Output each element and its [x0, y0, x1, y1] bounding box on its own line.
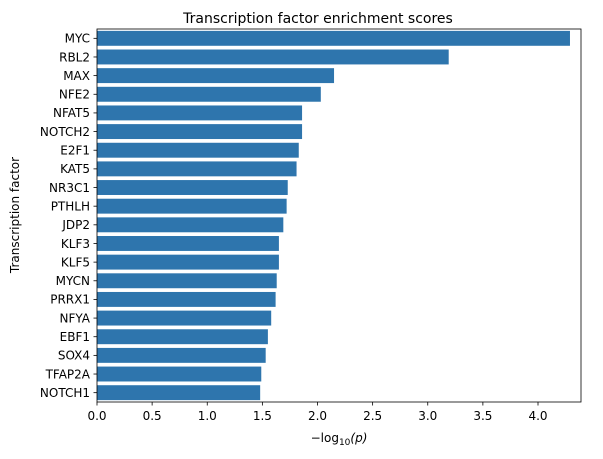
- bar-notch1: [97, 385, 261, 401]
- y-tick-label-klf3: KLF3: [61, 237, 90, 251]
- y-tick-label-nr3c1: NR3C1: [49, 181, 90, 195]
- bar-nfya: [97, 310, 272, 326]
- y-axis-label: Transcription factor: [8, 157, 22, 274]
- bar-prrx1: [97, 291, 276, 307]
- x-tick-label: 0.5: [143, 409, 162, 423]
- bar-max: [97, 68, 335, 84]
- y-tick-label-e2f1: E2F1: [60, 144, 90, 158]
- chart-title: Transcription factor enrichment scores: [182, 11, 453, 27]
- x-tick-label: 0.0: [87, 409, 106, 423]
- bars-group: [97, 30, 570, 401]
- y-tick-label-pthlh: PTHLH: [51, 199, 90, 213]
- x-axis-label-tail: (p): [350, 431, 367, 445]
- y-tick-label-rbl2: RBL2: [59, 50, 90, 64]
- x-axis-label-sub: 10: [339, 438, 351, 448]
- bar-pthlh: [97, 198, 287, 214]
- y-tick-label-nfya: NFYA: [60, 311, 91, 325]
- x-tick-label: 2.5: [363, 409, 382, 423]
- bar-nr3c1: [97, 180, 288, 195]
- x-axis-label-main: −log: [311, 431, 339, 445]
- x-tick-label: 3.0: [418, 409, 437, 423]
- y-tick-label-klf5: KLF5: [61, 255, 90, 269]
- y-tick-label-tfap2a: TFAP2A: [45, 367, 91, 381]
- bar-nfe2: [97, 86, 321, 102]
- x-tick-label: 2.0: [308, 409, 327, 423]
- plot-frame: [96, 28, 582, 403]
- bar-myc: [97, 30, 570, 46]
- bar-klf3: [97, 236, 279, 251]
- bar-e2f1: [97, 142, 299, 158]
- bar-ebf1: [97, 329, 268, 345]
- bar-sox4: [97, 347, 266, 363]
- y-tick-label-nfe2: NFE2: [59, 88, 90, 102]
- y-tick-label-notch1: NOTCH1: [40, 386, 90, 400]
- y-tick-label-myc: MYC: [65, 32, 90, 46]
- x-ticks-group: 0.0 0.5 1.0 1.5 2.0 2.5 3.0 3.5 4.0: [87, 402, 548, 423]
- bar-jdp2: [97, 217, 284, 233]
- bar-tfap2a: [97, 366, 262, 382]
- bar-nfat5: [97, 105, 303, 121]
- x-tick-label: 1.0: [198, 409, 217, 423]
- y-tick-label-nfat5: NFAT5: [53, 106, 90, 120]
- x-tick-label: 3.5: [473, 409, 492, 423]
- y-tick-label-sox4: SOX4: [58, 349, 90, 363]
- y-tick-label-prrx1: PRRX1: [50, 293, 90, 307]
- x-tick-label: 4.0: [528, 409, 547, 423]
- x-tick-label: 1.5: [253, 409, 272, 423]
- y-tick-label-kat5: KAT5: [60, 162, 90, 176]
- bar-rbl2: [97, 49, 449, 65]
- bar-mycn: [97, 273, 277, 289]
- bar-kat5: [97, 161, 297, 177]
- y-tick-label-mycn: MYCN: [56, 274, 90, 288]
- y-tick-label-notch2: NOTCH2: [40, 125, 90, 139]
- y-tick-label-jdp2: JDP2: [61, 218, 90, 232]
- y-tick-label-ebf1: EBF1: [60, 330, 90, 344]
- bar-notch2: [97, 124, 303, 140]
- y-tick-label-max: MAX: [63, 69, 90, 83]
- y-ticks-group: MYC RBL2 MAX NFE2 NFAT5 NOTCH2 E2F1 KAT5 NR3C1 PT…: [40, 32, 97, 400]
- x-axis-label: −log10(p): [311, 431, 368, 448]
- bar-klf5: [97, 254, 279, 270]
